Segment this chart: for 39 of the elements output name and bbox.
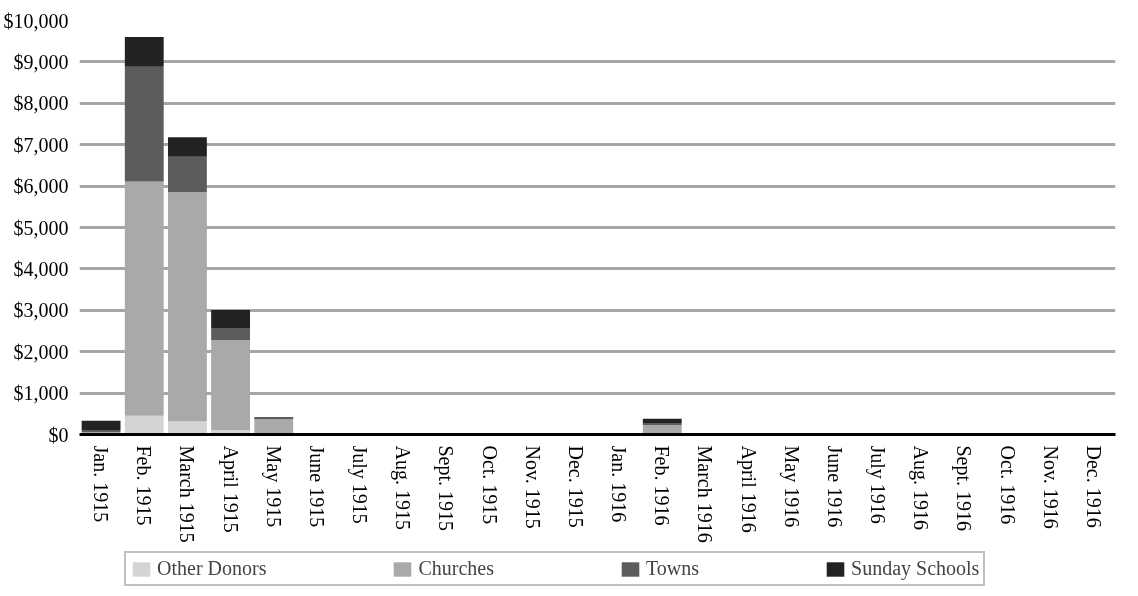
x-tick-label: March 1915 — [176, 445, 199, 543]
x-tick-label: Jan. 1915 — [90, 445, 113, 523]
y-tick-label: $6,000 — [13, 175, 69, 198]
y-tick-label: $5,000 — [13, 216, 69, 239]
x-tick-label: Dec. 1915 — [564, 445, 587, 528]
y-tick-label: $10,000 — [3, 9, 69, 32]
y-tick-label: $9,000 — [13, 50, 69, 73]
y-tick-label: $3,000 — [13, 299, 69, 322]
x-tick-label: Oct. 1916 — [996, 445, 1019, 525]
x-tick-label: Nov. 1916 — [1039, 445, 1062, 529]
x-tick-label: March 1916 — [694, 445, 717, 543]
y-tick-label: $8,000 — [13, 92, 69, 115]
x-tick-label: June 1916 — [823, 445, 846, 528]
x-tick-label: April 1916 — [736, 445, 760, 533]
x-tick-label: July 1915 — [348, 445, 372, 524]
x-tick-label: Sept. 1915 — [434, 445, 458, 532]
x-tick-label: Sept. 1916 — [952, 445, 976, 532]
y-tick-label: $1,000 — [13, 382, 69, 405]
legend-label: Other Donors — [157, 557, 267, 580]
x-tick-label: Feb. 1916 — [651, 445, 674, 526]
x-tick-label: Aug. 1915 — [391, 445, 415, 530]
x-tick-label: July 1916 — [866, 445, 890, 524]
x-tick-label: Oct. 1915 — [478, 445, 501, 525]
x-tick-label: Dec. 1916 — [1082, 445, 1105, 528]
x-tick-label: Feb. 1915 — [133, 445, 156, 526]
x-tick-label: May 1915 — [261, 445, 285, 528]
x-tick-label: Aug. 1916 — [909, 445, 933, 530]
y-tick-label: $2,000 — [13, 340, 69, 363]
x-tick-label: May 1916 — [779, 445, 803, 528]
legend-label: Towns — [645, 557, 700, 580]
x-tick-label: Jan. 1916 — [608, 445, 631, 523]
legend-label: Sunday Schools — [851, 557, 980, 580]
x-tick-label: June 1915 — [305, 445, 328, 528]
y-tick-label: $7,000 — [13, 133, 69, 156]
x-tick-label: Nov. 1915 — [521, 445, 544, 529]
x-tick-label: April 1915 — [218, 445, 242, 533]
y-tick-label: $4,000 — [13, 257, 69, 280]
legend-label: Churches — [418, 557, 494, 580]
y-tick-label: $0 — [48, 423, 69, 446]
